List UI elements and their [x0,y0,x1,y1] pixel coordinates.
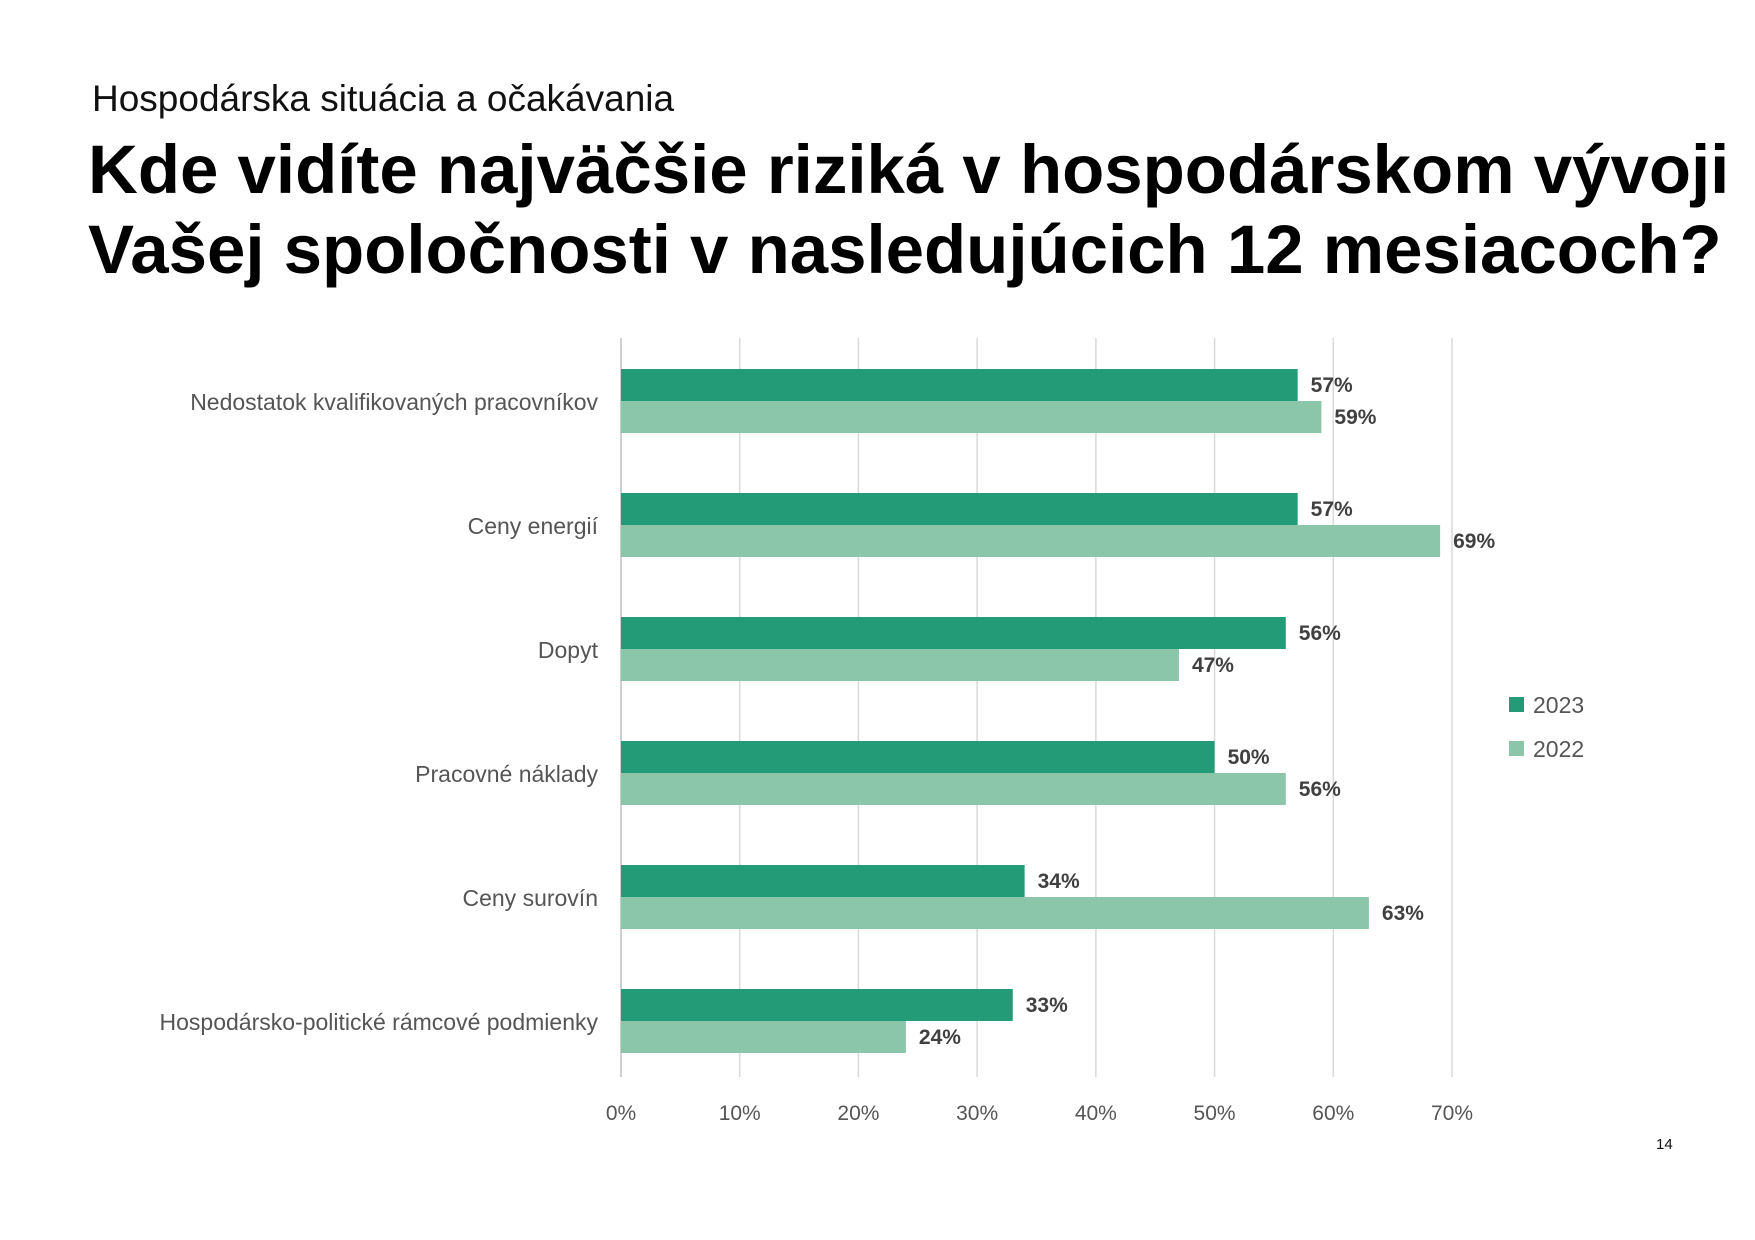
data-label: 34% [1038,870,1080,893]
data-label: 57% [1311,374,1353,397]
data-label: 24% [919,1026,961,1049]
legend-swatch-2022 [1509,741,1524,756]
bar-2022 [621,897,1369,929]
bar-2023 [621,617,1286,649]
labels: 0% 10% 20% 30% 40% 50% 60% 70% 57% 59% Nedostatok … [160,374,1496,1125]
bar-2023 [621,741,1215,773]
category-label: Dopyt [538,637,599,663]
data-label: 33% [1026,994,1068,1017]
bar-2022 [621,649,1179,681]
title-line-1: Kde vidíte najväčšie riziká v hospodársk… [88,131,1730,208]
bar-2022 [621,773,1286,805]
legend-swatch-2023 [1509,697,1524,712]
bar-2023 [621,493,1298,525]
x-tick-label: 0% [606,1102,636,1125]
bar-2022 [621,525,1441,557]
bar-2022 [621,401,1322,433]
data-label: 63% [1382,902,1424,925]
page-number: 14 [1656,1136,1673,1153]
bar-2023 [621,989,1013,1021]
title-line-2: Vašej spoločnosti v nasledujúcich 12 mes… [88,211,1722,288]
data-label: 56% [1299,622,1341,645]
category-label: Nedostatok kvalifikovaných pracovníkov [190,389,598,415]
page-title: Kde vidíte najväčšie riziká v hospodársk… [88,130,1729,290]
x-tick-label: 40% [1075,1102,1117,1125]
category-label: Pracovné náklady [415,761,598,787]
x-tick-label: 70% [1431,1102,1473,1125]
gridlines [620,338,1453,1077]
x-tick-label: 10% [719,1102,761,1125]
legend: 2023 2022 [1509,692,1584,762]
data-label: 50% [1228,746,1270,769]
x-tick-label: 50% [1194,1102,1236,1125]
data-label: 56% [1299,778,1341,801]
bar-2022 [621,1021,906,1053]
data-label: 69% [1453,530,1495,553]
legend-label: 2022 [1533,736,1584,762]
subtitle: Hospodárska situácia a očakávania [92,78,675,119]
bars [621,369,1441,1053]
legend-label: 2023 [1533,692,1584,718]
category-label: Ceny surovín [462,885,598,911]
data-label: 59% [1334,406,1376,429]
x-tick-label: 30% [956,1102,998,1125]
category-label: Ceny energií [468,513,599,539]
x-tick-label: 20% [837,1102,879,1125]
data-label: 57% [1311,498,1353,521]
bar-2023 [621,369,1298,401]
bar-2023 [621,865,1025,897]
x-tick-label: 60% [1312,1102,1354,1125]
category-label: Hospodársko-politické rámcové podmienky [160,1009,599,1035]
data-label: 47% [1192,654,1234,677]
